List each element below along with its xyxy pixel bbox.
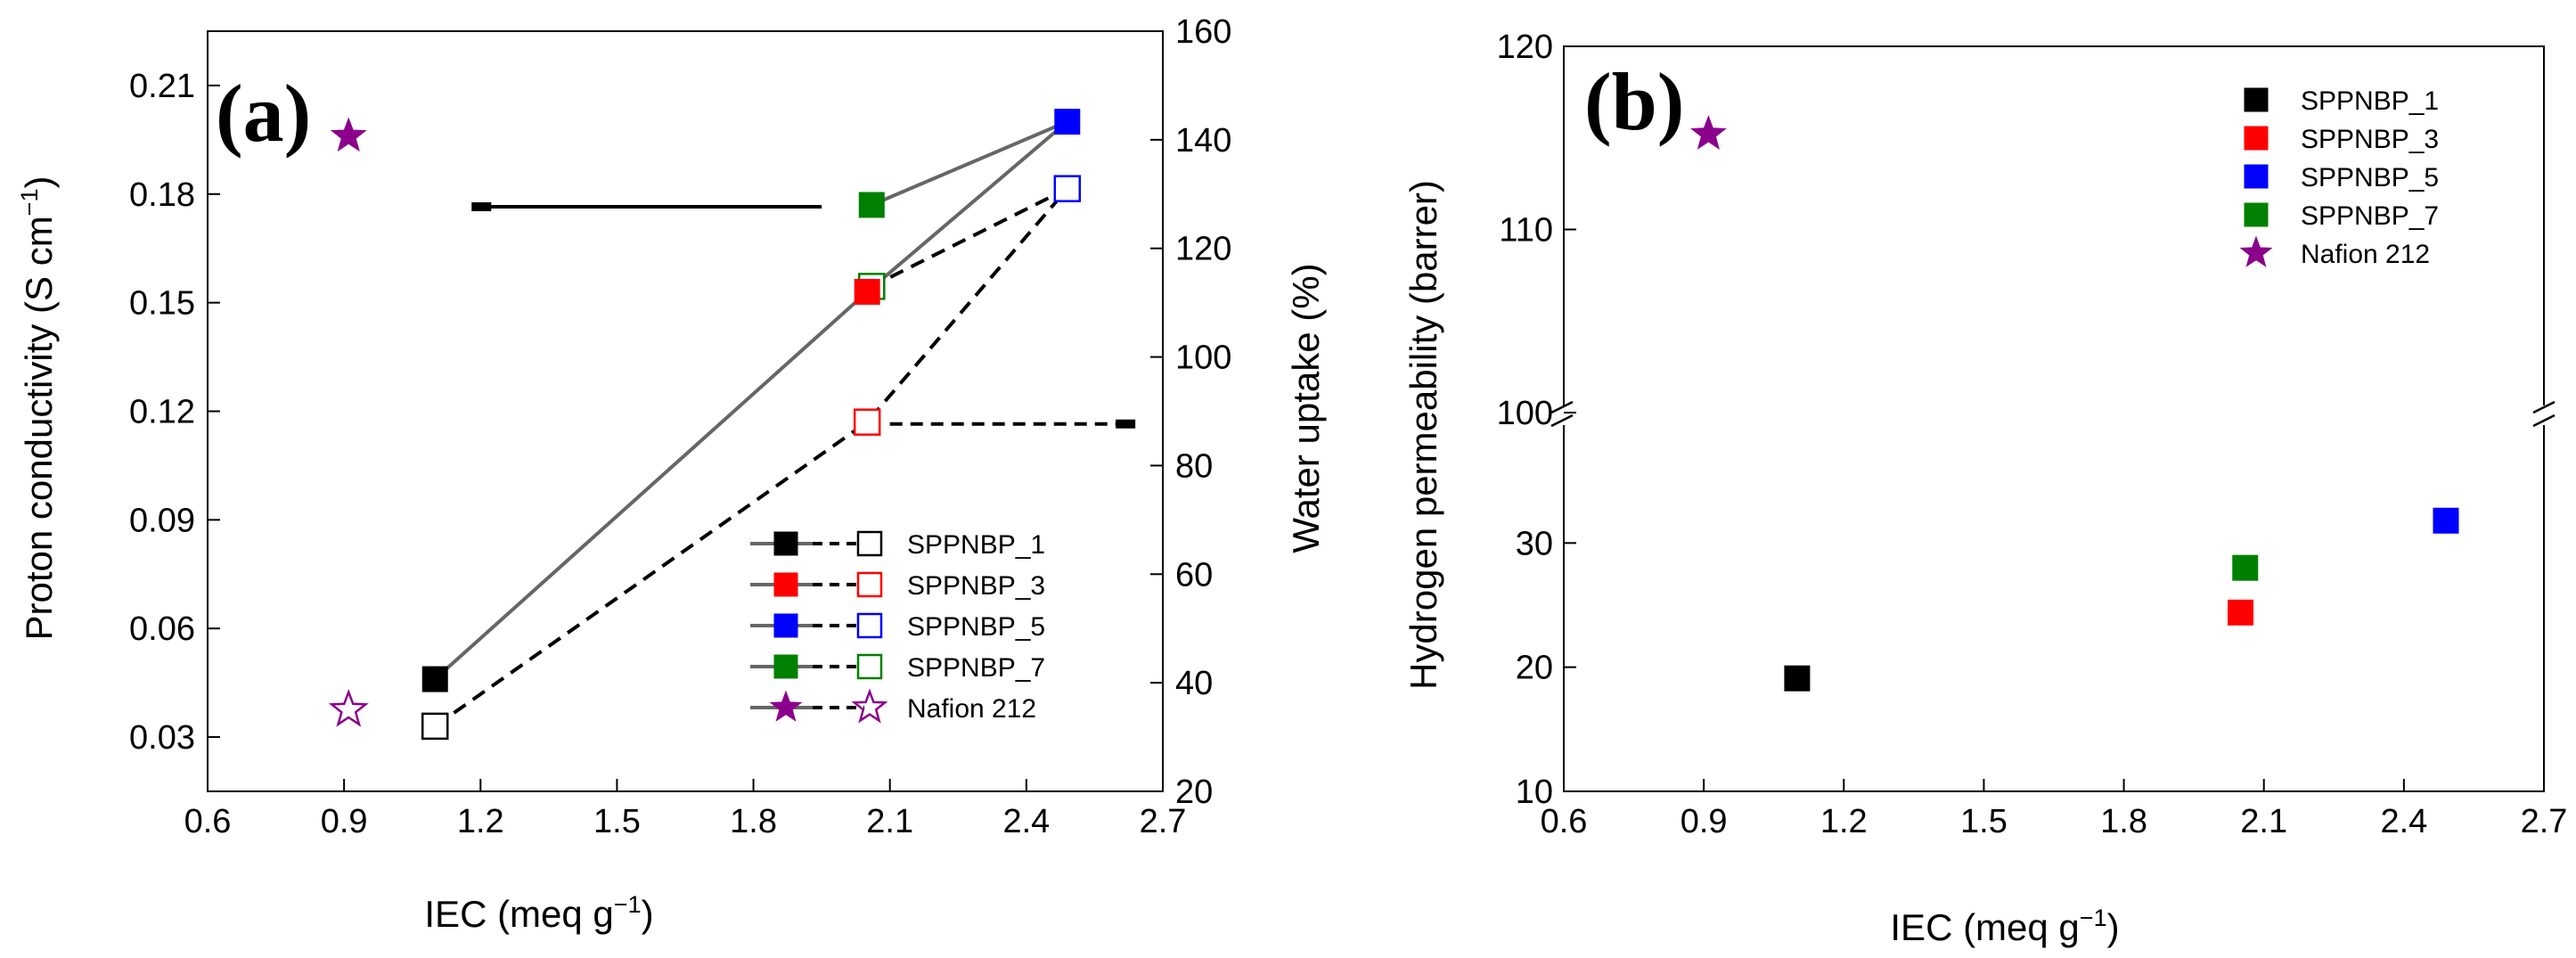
y2-axis-label-a: Water uptake (%): [1285, 263, 1327, 553]
axis-break-mark: [2532, 400, 2556, 414]
legend-label-a: SPPNBP_3: [907, 571, 1045, 601]
y-tick-label-b: 30: [1516, 525, 1553, 562]
y-tick-label-a: 0.12: [129, 394, 195, 431]
panel-label-a: (a): [216, 68, 311, 159]
y2-tick-label-a: 120: [1175, 231, 1231, 268]
x-tick-label-b: 0.6: [1541, 803, 1588, 840]
axis-break-mark: [1550, 400, 1574, 414]
nafion-water-uptake-star: [328, 689, 369, 727]
x-tick-label-a: 1.8: [730, 803, 777, 840]
legend-label-a: Nafion 212: [907, 694, 1036, 724]
x-tick-label-a: 0.6: [184, 803, 232, 840]
y-tick-label-a: 0.03: [129, 719, 195, 757]
x-tick-label-a: 1.5: [593, 803, 641, 840]
y-tick-label-a: 0.06: [129, 610, 195, 648]
x-tick-label-b: 2.4: [2380, 803, 2427, 840]
axis-break-mark: [1550, 413, 1574, 428]
legend-label-b: SPPNBP_3: [2301, 125, 2439, 154]
y-tick-label-a: 0.21: [129, 68, 195, 105]
y2-tick-label-a: 20: [1175, 774, 1213, 811]
y2-tick-label-a: 40: [1175, 665, 1213, 702]
conductivity-point: [858, 192, 885, 218]
legend-marker-b: [2244, 164, 2269, 189]
x-tick-label-a: 2.1: [866, 803, 913, 840]
y2-tick-label-a: 60: [1175, 556, 1213, 594]
x-tick-label-a: 1.2: [457, 803, 504, 840]
legend-label-b: Nafion 212: [2301, 240, 2430, 269]
x-tick-label-b: 1.5: [1960, 803, 2008, 840]
x-tick-label-b: 2.1: [2240, 803, 2287, 840]
permeability-point: [2433, 507, 2459, 534]
y2-tick-label-a: 160: [1175, 13, 1231, 51]
x-tick-label-a: 2.4: [1002, 803, 1050, 840]
legend-marker-filled: [769, 690, 803, 722]
legend-marker-open: [856, 653, 883, 680]
chart-panel-b: (b) IEC (meq g−1) Hydrogen permeability …: [1402, 29, 2567, 948]
arrow-left-head: [471, 202, 492, 212]
y2-tick-label-a: 100: [1175, 340, 1231, 377]
nafion-permeability-star: [1690, 115, 1727, 150]
y-tick-label-a: 0.09: [129, 502, 195, 539]
y-tick-label-b: 120: [1497, 29, 1553, 66]
y-tick-label-b: 20: [1516, 650, 1553, 687]
permeability-point: [2232, 554, 2259, 581]
proton-conductivity-line: [433, 119, 1069, 681]
legend-label-b: SPPNBP_5: [2301, 163, 2439, 192]
y-tick-label-b: 10: [1516, 774, 1553, 811]
x-axis-label-a: IEC (meq g−1): [424, 891, 653, 935]
legend-label-a: SPPNBP_5: [907, 612, 1045, 642]
legend-marker-b: [2244, 126, 2269, 151]
water-uptake-point: [421, 712, 449, 741]
x-tick-label-b: 0.9: [1681, 803, 1728, 840]
legend-marker-filled: [773, 654, 798, 679]
x-tick-label-b: 2.7: [2521, 803, 2568, 840]
conductivity-point: [854, 278, 880, 305]
legend-marker-filled: [773, 531, 798, 556]
water-uptake-point: [1053, 175, 1082, 202]
x-tick-label-a: 2.7: [1140, 803, 1187, 840]
y-axis-label-b: Hydrogen permeability (barrer): [1402, 180, 1444, 690]
y2-tick-label-a: 80: [1175, 447, 1213, 485]
legend-marker-open: [856, 612, 883, 639]
water-uptake-line: [434, 186, 1069, 728]
permeability-point: [1784, 665, 1811, 692]
y-tick-label-a: 0.18: [129, 176, 195, 214]
legend-marker-b: [2244, 87, 2269, 112]
legend-marker-b: [2244, 202, 2269, 227]
y-tick-label-b: 110: [1499, 212, 1553, 250]
water-uptake-point: [853, 408, 881, 436]
y2-tick-label-a: 140: [1175, 122, 1231, 160]
legend-label-a: SPPNBP_7: [907, 653, 1045, 683]
y-axis-label-a: Proton conductivity (S cm−1): [16, 176, 60, 641]
legend-marker-open: [851, 688, 888, 724]
permeability-point: [2228, 599, 2254, 626]
legend-marker-filled: [773, 572, 798, 597]
conductivity-point: [421, 666, 448, 692]
nafion-conductivity-star: [330, 117, 367, 152]
legend-label-a: SPPNBP_1: [907, 530, 1045, 560]
axis-break-mark: [2532, 413, 2556, 428]
y-tick-label-b: 100: [1497, 395, 1553, 432]
x-tick-label-b: 1.8: [2100, 803, 2147, 840]
legend-marker-b: [2239, 235, 2273, 267]
legend-marker-open: [856, 530, 883, 557]
legend-label-b: SPPNBP_7: [2301, 201, 2439, 231]
y-tick-label-a: 0.15: [129, 285, 195, 323]
legend-marker-open: [856, 571, 883, 598]
x-tick-label-b: 1.2: [1820, 803, 1868, 840]
conductivity-point: [1054, 109, 1081, 135]
chart-panel-a: (a) IEC (meq g−1) Proton conductivity (S…: [16, 13, 1327, 935]
x-tick-label-a: 0.9: [321, 803, 368, 840]
panel-label-b: (b): [1584, 56, 1684, 147]
plot-frame-b: [1563, 45, 2545, 792]
arrow-right-head: [1116, 419, 1136, 429]
legend-marker-filled: [773, 613, 798, 638]
legend-label-b: SPPNBP_1: [2301, 86, 2439, 116]
x-axis-label-b: IEC (meq g−1): [1890, 905, 2119, 948]
